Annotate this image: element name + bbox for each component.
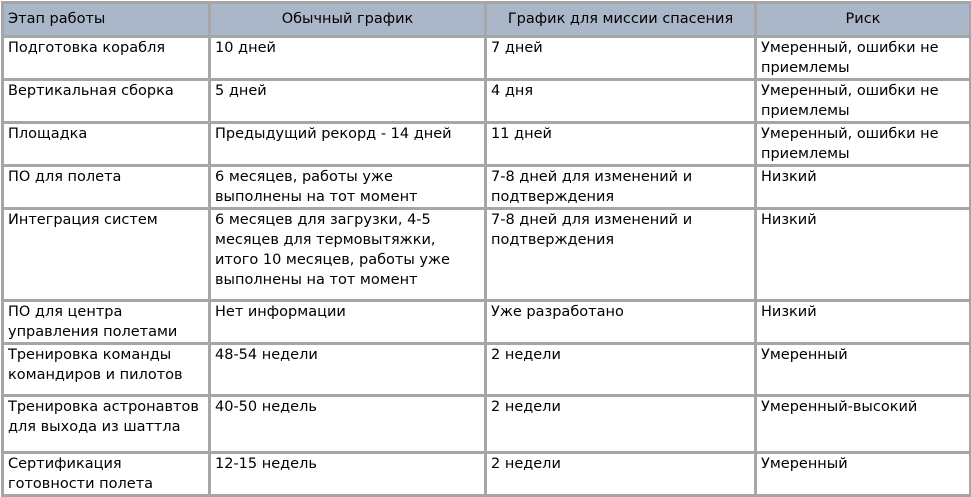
cell-stage: Вертикальная сборка (1, 78, 211, 124)
header-row: Этап работы Обычный график График для ми… (1, 1, 971, 38)
cell-rescue: 4 дня (484, 78, 757, 124)
cell-rescue: 7 дней (484, 35, 757, 81)
table-row: Сертификация готовности полета 12-15 неде… (1, 451, 971, 497)
header-stage: Этап работы (1, 1, 211, 38)
cell-rescue: 7-8 дней для изменений и подтверждения (484, 164, 757, 210)
cell-rescue: 7-8 дней для изменений и подтверждения (484, 207, 757, 302)
table-row: Площадка Предыдущий рекорд - 14 дней 11 дн… (1, 121, 971, 167)
table-row: Тренировка астронавтов для выхода из шат… (1, 394, 971, 454)
cell-rescue: 2 недели (484, 394, 757, 454)
cell-risk: Умеренный, ошибки не приемлемы (754, 121, 971, 167)
header-rescue-schedule: График для миссии спасения (484, 1, 757, 38)
cell-normal: 5 дней (208, 78, 487, 124)
cell-stage: Сертификация готовности полета (1, 451, 211, 497)
cell-normal: Нет информации (208, 299, 487, 345)
cell-normal: 6 месяцев, работы уже выполнены на тот м… (208, 164, 487, 210)
table-row: ПО для центра управления полетами Нет инф… (1, 299, 971, 345)
cell-risk: Умеренный (754, 451, 971, 497)
cell-stage: Подготовка корабля (1, 35, 211, 81)
table-row: Интеграция систем 6 месяцев для загрузки,… (1, 207, 971, 302)
cell-risk: Умеренный, ошибки не приемлемы (754, 78, 971, 124)
cell-stage: Тренировка команды командиров и пилотов (1, 342, 211, 397)
cell-normal: Предыдущий рекорд - 14 дней (208, 121, 487, 167)
table-row: Подготовка корабля 10 дней 7 дней Умеренный… (1, 35, 971, 81)
cell-rescue: Уже разработано (484, 299, 757, 345)
cell-normal: 10 дней (208, 35, 487, 81)
cell-normal: 48-54 недели (208, 342, 487, 397)
cell-stage: Тренировка астронавтов для выхода из шат… (1, 394, 211, 454)
table-row: Вертикальная сборка 5 дней 4 дня Умеренный,… (1, 78, 971, 124)
cell-stage: ПО для полета (1, 164, 211, 210)
cell-risk: Умеренный-высокий (754, 394, 971, 454)
header-normal-schedule: Обычный график (208, 1, 487, 38)
cell-normal: 40-50 недель (208, 394, 487, 454)
cell-rescue: 2 недели (484, 342, 757, 397)
cell-rescue: 11 дней (484, 121, 757, 167)
cell-risk: Умеренный, ошибки не приемлемы (754, 35, 971, 81)
cell-risk: Умеренный (754, 342, 971, 397)
cell-risk: Низкий (754, 164, 971, 210)
cell-stage: Площадка (1, 121, 211, 167)
table-row: Тренировка команды командиров и пилотов 4… (1, 342, 971, 397)
cell-risk: Низкий (754, 207, 971, 302)
cell-normal: 6 месяцев для загрузки, 4-5 месяцев для … (208, 207, 487, 302)
cell-normal: 12-15 недель (208, 451, 487, 497)
table-row: ПО для полета 6 месяцев, работы уже выпол… (1, 164, 971, 210)
cell-stage: ПО для центра управления полетами (1, 299, 211, 345)
cell-risk: Низкий (754, 299, 971, 345)
header-risk: Риск (754, 1, 971, 38)
cell-rescue: 2 недели (484, 451, 757, 497)
cell-stage: Интеграция систем (1, 207, 211, 302)
